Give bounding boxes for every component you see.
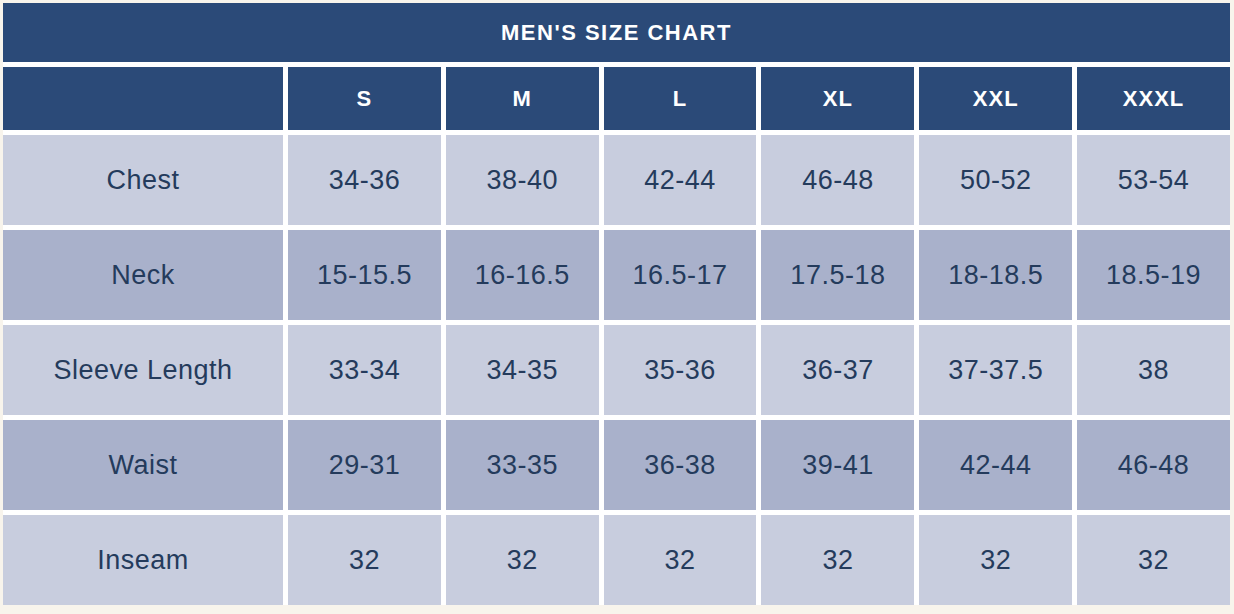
cell-inseam-xxl: 32 [919, 515, 1072, 605]
cell-sleeve-m: 34-35 [446, 325, 599, 415]
cell-chest-l: 42-44 [604, 135, 757, 225]
cell-inseam-xxxl: 32 [1077, 515, 1230, 605]
cell-chest-xxxl: 53-54 [1077, 135, 1230, 225]
size-chart-table: MEN'S SIZE CHART S M L XL XXL XXXL Chest… [3, 3, 1230, 605]
column-header-m: M [446, 67, 599, 130]
row-label-sleeve-length: Sleeve Length [3, 325, 283, 415]
cell-inseam-xl: 32 [761, 515, 914, 605]
column-header-xxl: XXL [919, 67, 1072, 130]
row-label-chest: Chest [3, 135, 283, 225]
cell-chest-xxl: 50-52 [919, 135, 1072, 225]
cell-neck-xl: 17.5-18 [761, 230, 914, 320]
cell-waist-m: 33-35 [446, 420, 599, 510]
column-header-s: S [288, 67, 441, 130]
cell-chest-m: 38-40 [446, 135, 599, 225]
cell-inseam-l: 32 [604, 515, 757, 605]
cell-neck-m: 16-16.5 [446, 230, 599, 320]
column-header-l: L [604, 67, 757, 130]
column-header-xxxl: XXXL [1077, 67, 1230, 130]
cell-neck-l: 16.5-17 [604, 230, 757, 320]
cell-sleeve-l: 35-36 [604, 325, 757, 415]
cell-waist-xl: 39-41 [761, 420, 914, 510]
cell-sleeve-s: 33-34 [288, 325, 441, 415]
cell-inseam-s: 32 [288, 515, 441, 605]
cell-waist-xxxl: 46-48 [1077, 420, 1230, 510]
cell-chest-xl: 46-48 [761, 135, 914, 225]
cell-waist-xxl: 42-44 [919, 420, 1072, 510]
cell-waist-s: 29-31 [288, 420, 441, 510]
row-label-neck: Neck [3, 230, 283, 320]
column-header-xl: XL [761, 67, 914, 130]
cell-chest-s: 34-36 [288, 135, 441, 225]
row-label-waist: Waist [3, 420, 283, 510]
cell-sleeve-xl: 36-37 [761, 325, 914, 415]
row-label-inseam: Inseam [3, 515, 283, 605]
cell-inseam-m: 32 [446, 515, 599, 605]
cell-waist-l: 36-38 [604, 420, 757, 510]
table-title: MEN'S SIZE CHART [3, 3, 1230, 62]
cell-neck-xxxl: 18.5-19 [1077, 230, 1230, 320]
cell-neck-xxl: 18-18.5 [919, 230, 1072, 320]
cell-neck-s: 15-15.5 [288, 230, 441, 320]
cell-sleeve-xxl: 37-37.5 [919, 325, 1072, 415]
corner-cell [3, 67, 283, 130]
cell-sleeve-xxxl: 38 [1077, 325, 1230, 415]
